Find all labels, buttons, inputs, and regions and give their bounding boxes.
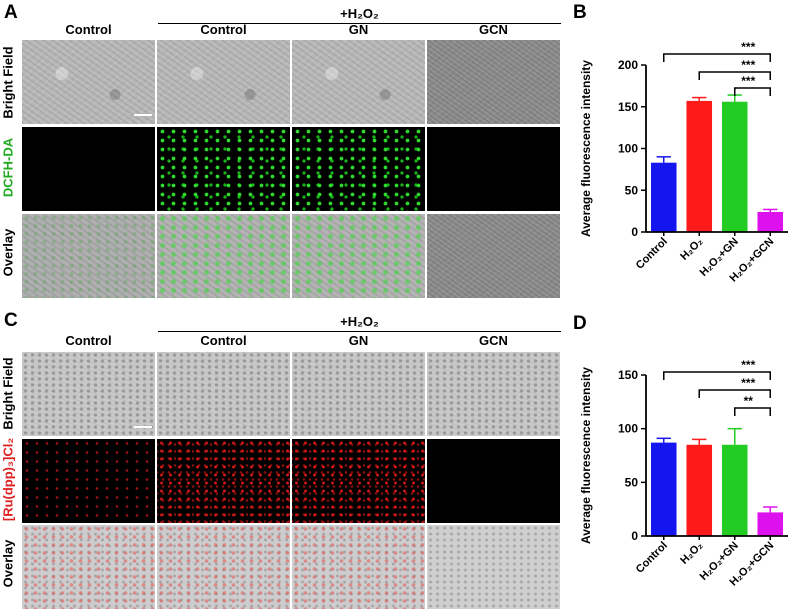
panel-c-row-label-bright-field: Bright Field <box>0 357 16 430</box>
micrograph-c-ru-h2o2 <box>157 439 290 523</box>
significance-bracket <box>698 389 771 398</box>
micrograph-c-bf-h2o2 <box>157 352 290 436</box>
micrograph-c-bf-gn <box>292 352 425 436</box>
significance-bracket <box>663 53 771 62</box>
micrograph-c-overlay-gn <box>292 525 425 609</box>
x-tick-label: H₂O₂ <box>678 540 705 567</box>
x-tick-label: H₂O₂ <box>678 236 705 263</box>
y-axis-label: Average fluorescence intensity <box>579 60 593 237</box>
bar <box>650 162 677 232</box>
significance-bracket <box>734 87 771 96</box>
micrograph-a-overlay-gcn <box>427 214 560 298</box>
y-tick-label: 100 <box>618 422 638 436</box>
micrograph-a-bf-gcn <box>427 40 560 124</box>
y-tick-label: 150 <box>618 368 638 382</box>
x-tick-label: Control <box>634 236 670 272</box>
panel-a-col-label: Control <box>200 22 247 37</box>
panel-c-col-label: GCN <box>479 333 508 348</box>
bar <box>757 512 784 536</box>
panel-letter-a: A <box>4 2 18 23</box>
bar <box>721 444 748 536</box>
significance-bracket <box>698 71 771 80</box>
micrograph-a-overlay-h2o2 <box>157 214 290 298</box>
panel-c-col-label: Control <box>200 333 247 348</box>
x-tick-label: Control <box>634 540 670 576</box>
bar <box>686 444 713 536</box>
significance-label: *** <box>741 40 755 54</box>
micrograph-a-overlay-gn <box>292 214 425 298</box>
y-tick-label: 0 <box>631 529 638 543</box>
panel-c-row-label-ru-dpp: [Ru(dpp)₃]Cl₂ <box>0 437 16 522</box>
micrograph-a-dcfh-h2o2 <box>157 127 290 211</box>
micrograph-c-overlay-gcn <box>427 525 560 609</box>
micrograph-a-bf-gn <box>292 40 425 124</box>
micrograph-a-dcfh-gn <box>292 127 425 211</box>
micrograph-c-overlay-h2o2 <box>157 525 290 609</box>
panel-letter-d: D <box>573 313 587 334</box>
micrograph-a-bf-h2o2 <box>157 40 290 124</box>
y-tick-label: 0 <box>631 225 638 239</box>
scale-bar <box>134 426 152 428</box>
y-tick-label: 100 <box>618 142 638 156</box>
significance-label: *** <box>741 358 755 372</box>
scale-bar <box>134 114 152 116</box>
panel-c-row-label-overlay: Overlay <box>0 539 16 588</box>
panel-a-row-label-overlay: Overlay <box>0 228 16 277</box>
chart-b: Average fluorescence intensity 0 50 100 150 2… <box>579 40 788 285</box>
panel-a-group-line <box>158 23 561 24</box>
micrograph-c-ru-control <box>22 439 155 523</box>
panel-c-group-label: +H₂O₂ <box>340 314 379 329</box>
micrograph-c-ru-gcn <box>427 439 560 523</box>
panel-c-col-label: GN <box>348 333 369 348</box>
bar <box>686 100 713 232</box>
chart-d: Average fluorescence intensity 0 50 100 150 C… <box>579 358 788 589</box>
micrograph-a-dcfh-gcn <box>427 127 560 211</box>
y-tick-label: 50 <box>625 183 639 197</box>
panel-a-col-label: GN <box>348 22 369 37</box>
panel-letter-c: C <box>4 310 18 331</box>
micrograph-a-dcfh-control <box>22 127 155 211</box>
y-axis-label: Average fluorescence intensity <box>579 367 593 544</box>
significance-bracket <box>663 371 771 380</box>
panel-c-col-label: Control <box>65 333 112 348</box>
micrograph-c-ru-gn <box>292 439 425 523</box>
y-tick-label: 50 <box>625 475 639 489</box>
micrograph-c-overlay-control <box>22 525 155 609</box>
panel-a-group-label: +H₂O₂ <box>340 6 379 21</box>
panel-a-col-label: Control <box>65 22 112 37</box>
micrograph-c-bf-gcn <box>427 352 560 436</box>
micrograph-a-overlay-control <box>22 214 155 298</box>
bar <box>650 442 677 536</box>
bar <box>721 101 748 233</box>
micrograph-a-bf-control <box>22 40 155 124</box>
panel-letter-b: B <box>573 2 587 23</box>
significance-label: *** <box>741 74 755 88</box>
significance-bracket <box>734 407 771 416</box>
y-tick-label: 200 <box>618 58 638 72</box>
panel-a-row-label-bright-field: Bright Field <box>0 46 16 119</box>
significance-label: ** <box>744 394 754 408</box>
panel-c-group-line <box>158 331 561 332</box>
micrograph-c-bf-control <box>22 352 155 436</box>
significance-label: *** <box>741 58 755 72</box>
panel-a-row-label-dcfh-da: DCFH-DA <box>0 137 16 198</box>
significance-label: *** <box>741 376 755 390</box>
bar <box>757 211 784 232</box>
y-tick-label: 150 <box>618 100 638 114</box>
panel-a-col-label: GCN <box>479 22 508 37</box>
